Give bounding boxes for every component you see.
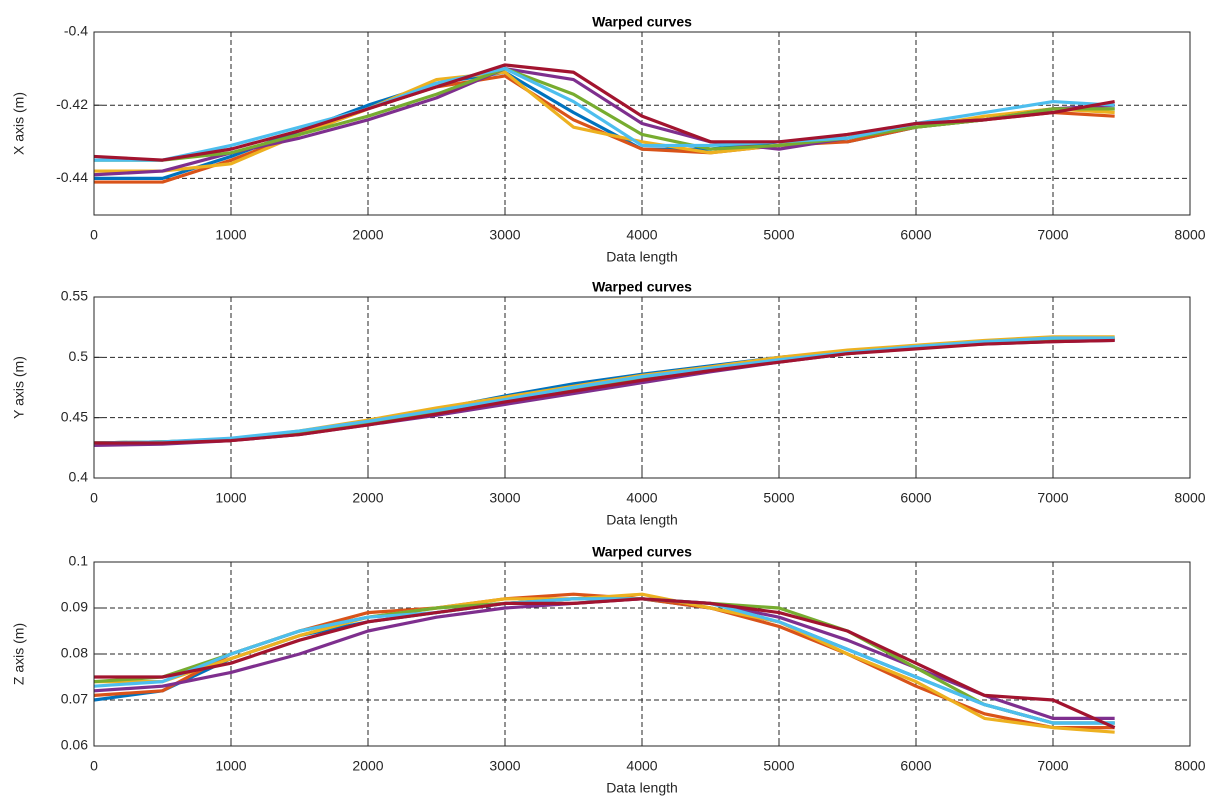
data-line <box>94 338 1115 445</box>
y-tick-label: 0.09 <box>61 599 88 615</box>
x-tick-label: 1000 <box>215 758 246 774</box>
x-tick-label: 2000 <box>352 758 383 774</box>
x-tick-label: 0 <box>90 758 98 774</box>
y-tick-label: 0.1 <box>69 553 89 569</box>
y-tick-label: -0.42 <box>56 96 88 112</box>
x-tick-label: 7000 <box>1037 758 1068 774</box>
x-tick-label: 4000 <box>626 227 657 243</box>
data-line <box>94 67 1115 162</box>
x-tick-label: 6000 <box>900 758 931 774</box>
x-tick-label: 5000 <box>763 490 794 506</box>
data-line <box>94 336 1115 445</box>
y-axis-label: Z axis (m) <box>11 623 27 685</box>
x-tick-label: 8000 <box>1174 758 1205 774</box>
y-tick-label: 0.4 <box>69 469 89 485</box>
y-tick-label: 0.55 <box>61 288 88 304</box>
y-tick-label: 0.5 <box>69 348 89 364</box>
x-tick-label: 1000 <box>215 227 246 243</box>
x-tick-label: 4000 <box>626 490 657 506</box>
x-tick-label: 3000 <box>489 227 520 243</box>
y-tick-label: 0.45 <box>61 408 88 424</box>
data-line <box>94 597 1116 730</box>
x-tick-label: 7000 <box>1037 227 1068 243</box>
chart-title: Warped curves <box>592 544 692 560</box>
x-tick-label: 3000 <box>489 490 520 506</box>
y-tick-label: -0.44 <box>56 169 88 185</box>
y-tick-label: 0.08 <box>61 645 88 661</box>
axes-box <box>93 31 1191 216</box>
x-tick-label: 2000 <box>352 227 383 243</box>
y-tick-label: 0.06 <box>61 737 88 753</box>
x-tick-label: 3000 <box>489 758 520 774</box>
y-tick-label: 0.07 <box>61 691 88 707</box>
x-tick-label: 0 <box>90 490 98 506</box>
y-tick-label: -0.4 <box>64 23 88 39</box>
data-line <box>94 67 1115 162</box>
data-line <box>94 63 1115 162</box>
chart-title: Warped curves <box>592 14 692 30</box>
y-axis-label: X axis (m) <box>11 92 27 155</box>
x-tick-label: 7000 <box>1037 490 1068 506</box>
x-axis-label: Data length <box>606 249 678 265</box>
x-tick-label: 2000 <box>352 490 383 506</box>
x-axis-label: Data length <box>606 780 678 796</box>
x-tick-label: 6000 <box>900 227 931 243</box>
x-tick-label: 6000 <box>900 490 931 506</box>
x-tick-label: 5000 <box>763 758 794 774</box>
x-tick-label: 8000 <box>1174 490 1205 506</box>
series-group <box>94 335 1115 448</box>
data-line <box>94 592 1115 734</box>
chart-title: Warped curves <box>592 279 692 295</box>
x-tick-label: 5000 <box>763 227 794 243</box>
x-tick-label: 8000 <box>1174 227 1205 243</box>
data-line <box>94 597 1115 725</box>
x-tick-label: 0 <box>90 227 98 243</box>
x-tick-label: 4000 <box>626 758 657 774</box>
series-group <box>94 63 1115 184</box>
x-axis-label: Data length <box>606 512 678 528</box>
axes-box <box>93 561 1191 747</box>
axes-box <box>93 296 1191 479</box>
series-group <box>94 592 1116 734</box>
y-axis-label: Y axis (m) <box>11 356 27 419</box>
x-tick-label: 1000 <box>215 490 246 506</box>
